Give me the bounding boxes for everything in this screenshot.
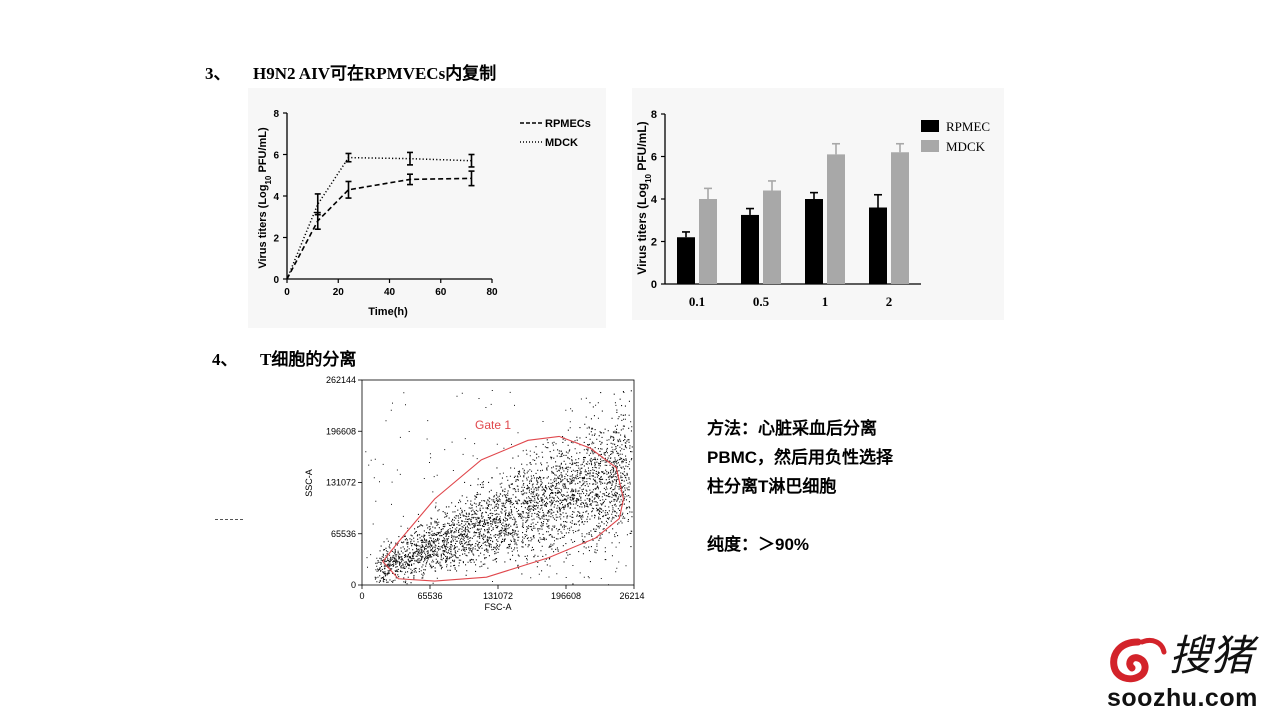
flow-ylabel: SSC-A — [304, 469, 314, 497]
y-tick-label: 4 — [651, 194, 658, 206]
y-tick-label: 0 — [651, 279, 657, 291]
x-tick-label: 60 — [435, 287, 447, 298]
x-tick-label: 131072 — [483, 591, 513, 601]
y-tick-label: 196608 — [326, 426, 356, 436]
y-tick-label: 8 — [651, 109, 657, 121]
flow-xlabel: FSC-A — [485, 602, 512, 612]
y-tick-label: 4 — [273, 192, 279, 203]
legend-label: MDCK — [946, 139, 986, 154]
x-tick-label: 0.1 — [689, 294, 705, 309]
bar-rpmec — [869, 207, 887, 284]
y-tick-label: 2 — [651, 237, 657, 249]
event-dots-path — [365, 390, 633, 586]
x-tick-label: 40 — [384, 287, 396, 298]
section-4-number: 4、 — [212, 350, 238, 369]
section-3-heading: 3、 H9N2 AIV可在RPMVECs内复制 — [205, 59, 496, 84]
method-line-1: 方法：心脏采血后分离 — [707, 419, 877, 438]
x-tick-label: 0 — [359, 591, 364, 601]
bar-mdck — [763, 190, 781, 284]
plot-frame — [361, 379, 635, 586]
x-tick-label: 1 — [822, 294, 829, 309]
y-tick-label: 6 — [651, 152, 657, 164]
section-4-title: T细胞的分离 — [260, 350, 357, 369]
bar-chart-legend: RPMEC MDCK — [921, 119, 990, 154]
method-line-3: 柱分离T淋巴细胞 — [707, 477, 837, 496]
legend-label: MDCK — [545, 137, 578, 149]
x-tick-label: 2 — [886, 294, 893, 309]
x-tick-label: 26214 — [619, 591, 644, 601]
line-chart: 0 20 40 60 80 0 2 4 6 8 Time(h) Virus titers (Log… — [257, 109, 591, 318]
bar-chart-ylabel: Virus titers (Log10 PFU/mL) — [635, 121, 653, 274]
section-4-heading: 4、 T细胞的分离 — [212, 345, 356, 370]
line-chart-panel — [248, 88, 606, 328]
bar-mdck — [699, 199, 717, 284]
bar-mdck — [827, 154, 845, 284]
y-tick-label: 6 — [273, 151, 279, 162]
bar-chart: 0 2 4 6 8 0.1 0.5 1 2 Virus titers (Log10 PFU/mL… — [635, 109, 990, 309]
series-line-rpmecs — [286, 177, 472, 280]
site-logo[interactable]: 搜猪 soozhu.com — [1105, 632, 1275, 718]
event-dots — [365, 390, 633, 586]
purity-text: 纯度：＞90% — [707, 535, 810, 554]
x-tick-label: 196608 — [551, 591, 581, 601]
series-line-mdck — [286, 156, 472, 280]
bar-rpmec — [677, 237, 695, 284]
line-chart-legend: RPMECs MDCK — [520, 118, 591, 149]
section-3-number: 3、 — [205, 64, 231, 83]
y-tick-label: 65536 — [331, 529, 356, 539]
legend-swatch-rpmec — [921, 120, 939, 132]
method-text: 方法：心脏采血后分离 PBMC，然后用负性选择 柱分离T淋巴细胞 纯度：＞90% — [707, 414, 893, 559]
x-tick-label: 65536 — [417, 591, 442, 601]
x-tick-label: 0 — [284, 287, 290, 298]
y-tick-label: 8 — [273, 109, 279, 120]
legend-label: RPMEC — [946, 119, 990, 134]
pig-swirl-icon — [1110, 637, 1167, 683]
x-tick-label: 0.5 — [753, 294, 770, 309]
bar-rpmec — [741, 214, 759, 284]
flow-cytometry-plot: Gate 1 0 65536 131072 196608 26214 0 65536 1310… — [304, 375, 645, 612]
legend-label: RPMECs — [545, 118, 591, 130]
bar-rpmec — [805, 199, 823, 284]
decorative-line — [215, 519, 243, 520]
y-tick-label: 0 — [273, 275, 279, 286]
y-tick-label: 262144 — [326, 375, 356, 385]
logo-url: soozhu.com — [1107, 684, 1258, 712]
y-tick-label: 131072 — [326, 478, 356, 488]
x-tick-label: 80 — [486, 287, 498, 298]
line-chart-xlabel: Time(h) — [368, 306, 408, 318]
y-tick-label: 0 — [351, 580, 356, 590]
logo-brand: 搜猪 — [1169, 634, 1254, 680]
legend-swatch-mdck — [921, 140, 939, 152]
y-tick-label: 2 — [273, 234, 279, 245]
section-3-title: H9N2 AIV可在RPMVECs内复制 — [253, 64, 497, 83]
gate-label: Gate 1 — [475, 418, 511, 432]
method-line-2: PBMC，然后用负性选择 — [707, 448, 894, 467]
gate-polygon — [382, 435, 625, 582]
line-chart-ylabel: Virus titers (Log10 PFU/mL) — [257, 127, 273, 269]
bar-mdck — [891, 152, 909, 284]
x-tick-label: 20 — [333, 287, 345, 298]
